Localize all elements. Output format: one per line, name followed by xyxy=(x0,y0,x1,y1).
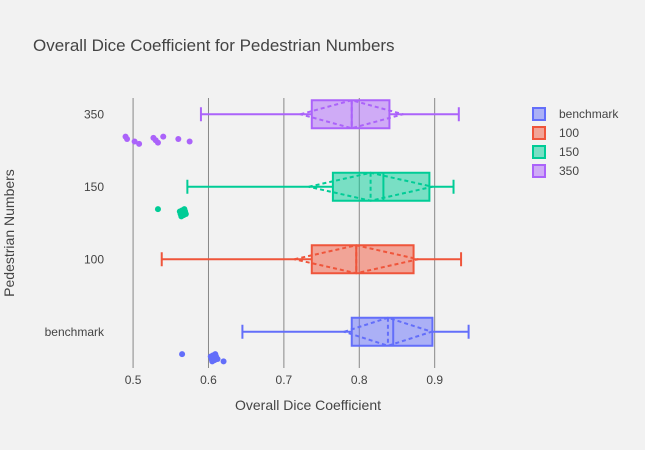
legend-label: benchmark xyxy=(559,107,619,121)
box-body xyxy=(310,99,391,130)
sd-diamond xyxy=(340,316,435,347)
legend-item-benchmark: benchmark xyxy=(532,107,619,121)
legend-swatch xyxy=(532,145,546,159)
x-tick-label: 0.7 xyxy=(276,373,293,387)
outlier-point xyxy=(182,210,189,217)
legend-item-350: 350 xyxy=(532,164,579,178)
y-tick-label: 100 xyxy=(84,252,104,266)
outlier-point xyxy=(186,138,193,145)
outlier-point xyxy=(124,136,131,143)
x-axis-title: Overall Dice Coefficient xyxy=(235,397,381,413)
x-tick-label: 0.6 xyxy=(200,373,217,387)
outlier-point xyxy=(175,136,182,143)
x-tick-labels: 0.5 0.6 0.7 0.8 0.9 xyxy=(125,373,444,387)
outlier-point xyxy=(131,138,138,145)
legend-label: 150 xyxy=(559,145,579,159)
y-tick-labels: benchmark 100 150 350 xyxy=(45,107,105,339)
x-tick-label: 0.9 xyxy=(426,373,443,387)
legend-label: 350 xyxy=(559,164,579,178)
y-tick-label: benchmark xyxy=(45,325,105,339)
legend-item-100: 100 xyxy=(532,126,579,140)
box-benchmark xyxy=(179,316,470,365)
outlier-point xyxy=(154,206,161,213)
sd-diamond xyxy=(308,171,433,202)
box-100 xyxy=(160,244,463,275)
chart-title: Overall Dice Coefficient for Pedestrian … xyxy=(33,36,395,55)
outlier-point xyxy=(160,133,167,140)
legend-swatch xyxy=(532,164,546,178)
legend-item-150: 150 xyxy=(532,145,579,159)
legend-label: 100 xyxy=(559,126,579,140)
outlier-point xyxy=(179,351,186,358)
outlier-point xyxy=(214,355,221,362)
y-tick-label: 350 xyxy=(84,107,104,121)
box-150 xyxy=(154,171,455,220)
box-body xyxy=(331,171,431,202)
box-series xyxy=(122,99,470,365)
outlier-point xyxy=(136,140,143,147)
legend-swatch xyxy=(532,126,546,140)
x-tick-label: 0.8 xyxy=(351,373,368,387)
sd-diamond xyxy=(296,99,407,130)
outlier-point xyxy=(154,139,161,146)
outlier-point xyxy=(220,358,227,365)
y-axis-title: Pedestrian Numbers xyxy=(1,169,17,297)
legend-swatch xyxy=(532,107,546,121)
x-tick-label: 0.5 xyxy=(125,373,142,387)
box-body xyxy=(350,316,434,347)
box-body xyxy=(310,244,415,275)
plot-area xyxy=(118,78,495,368)
sd-diamond xyxy=(294,244,419,275)
box-350 xyxy=(122,99,460,147)
y-tick-label: 150 xyxy=(84,180,104,194)
legend: benchmark 100 150 350 xyxy=(532,107,619,178)
